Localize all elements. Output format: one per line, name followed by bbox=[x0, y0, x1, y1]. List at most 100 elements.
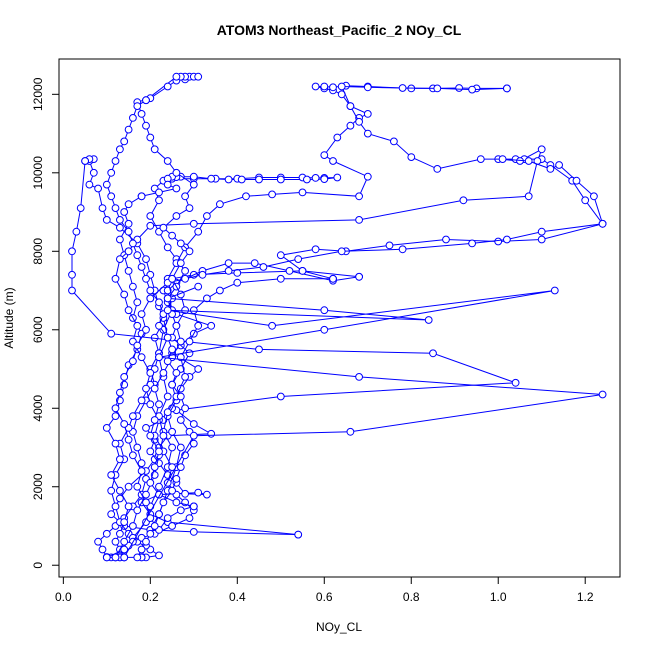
data-point bbox=[207, 429, 216, 438]
data-point bbox=[363, 172, 372, 181]
data-point bbox=[168, 274, 177, 283]
data-point bbox=[133, 482, 142, 491]
y-tick-label: 0 bbox=[31, 562, 45, 569]
data-point bbox=[111, 157, 120, 165]
data-point bbox=[129, 357, 137, 366]
data-point bbox=[163, 392, 172, 401]
data-point bbox=[163, 286, 172, 295]
data-point bbox=[303, 175, 311, 184]
data-point bbox=[146, 529, 155, 538]
y-tick-label: 4000 bbox=[31, 395, 45, 422]
data-point bbox=[116, 255, 124, 264]
data-point bbox=[120, 545, 129, 554]
data-point bbox=[124, 125, 133, 134]
data-point bbox=[150, 384, 159, 393]
data-point bbox=[429, 349, 437, 358]
data-point bbox=[355, 192, 364, 201]
y-tick-label: 6000 bbox=[31, 316, 45, 343]
series-15 bbox=[120, 282, 607, 562]
data-point bbox=[120, 208, 129, 216]
data-point bbox=[116, 529, 124, 538]
data-point bbox=[537, 227, 546, 236]
data-point bbox=[172, 212, 181, 220]
data-point bbox=[111, 537, 120, 546]
data-point bbox=[363, 129, 372, 138]
data-point bbox=[142, 490, 150, 499]
data-point bbox=[163, 306, 172, 315]
data-point bbox=[155, 510, 163, 519]
data-point bbox=[337, 247, 346, 256]
series-2 bbox=[68, 157, 520, 539]
data-point bbox=[207, 174, 216, 183]
data-point bbox=[155, 188, 163, 197]
data-point bbox=[181, 404, 190, 413]
data-point bbox=[133, 341, 142, 350]
data-point bbox=[146, 400, 155, 409]
data-point bbox=[333, 133, 342, 142]
data-point bbox=[181, 274, 190, 283]
data-point bbox=[129, 451, 137, 460]
data-point bbox=[494, 237, 503, 246]
data-point bbox=[185, 247, 194, 256]
data-point bbox=[133, 321, 142, 330]
data-point bbox=[181, 267, 190, 275]
data-point bbox=[120, 537, 129, 546]
data-point bbox=[459, 196, 468, 205]
data-point bbox=[111, 274, 120, 283]
data-point bbox=[320, 325, 329, 334]
series-14 bbox=[102, 96, 198, 562]
data-point bbox=[129, 412, 137, 421]
chart-title: ATOM3 Northeast_Pacific_2 NOy_CL bbox=[217, 22, 462, 38]
data-point bbox=[468, 239, 477, 248]
data-point bbox=[146, 369, 155, 377]
data-point bbox=[155, 447, 163, 456]
data-point bbox=[311, 82, 320, 91]
data-point bbox=[163, 243, 172, 252]
data-point bbox=[163, 408, 172, 417]
data-point bbox=[189, 172, 198, 181]
data-point bbox=[116, 494, 124, 503]
series-line bbox=[123, 286, 603, 558]
data-point bbox=[116, 388, 124, 397]
data-point bbox=[159, 369, 168, 377]
data-point bbox=[137, 263, 146, 271]
data-point bbox=[168, 427, 177, 436]
data-point bbox=[68, 247, 76, 256]
x-axis-label: NOy_CL bbox=[316, 620, 362, 634]
data-point bbox=[203, 490, 211, 499]
data-point bbox=[185, 337, 194, 346]
data-point bbox=[137, 396, 146, 405]
data-point bbox=[120, 518, 129, 526]
data-point bbox=[133, 443, 142, 452]
data-point bbox=[172, 498, 181, 507]
data-point bbox=[189, 306, 198, 315]
y-tick-label: 8000 bbox=[31, 238, 45, 265]
data-point bbox=[503, 235, 511, 244]
x-tick-label: 0.6 bbox=[316, 590, 333, 604]
data-point bbox=[129, 114, 137, 122]
data-point bbox=[120, 553, 129, 562]
data-point bbox=[76, 204, 85, 213]
data-point bbox=[124, 482, 133, 491]
data-point bbox=[133, 553, 142, 562]
data-point bbox=[498, 155, 507, 164]
data-point bbox=[120, 420, 129, 428]
data-point bbox=[189, 528, 198, 536]
data-point bbox=[433, 165, 442, 173]
data-point bbox=[124, 200, 133, 209]
data-point bbox=[189, 502, 198, 511]
data-point bbox=[150, 416, 159, 424]
data-point bbox=[85, 180, 94, 189]
data-point bbox=[355, 216, 364, 224]
data-point bbox=[102, 529, 111, 538]
data-point bbox=[320, 306, 329, 315]
y-axis-label: Altitude (m) bbox=[2, 287, 16, 348]
data-point bbox=[546, 165, 555, 173]
data-point bbox=[581, 196, 590, 205]
x-tick-label: 0.0 bbox=[55, 590, 72, 604]
data-point bbox=[194, 227, 203, 236]
data-point bbox=[116, 235, 124, 244]
data-point bbox=[590, 192, 598, 201]
data-point bbox=[185, 204, 194, 213]
data-point bbox=[537, 235, 546, 244]
